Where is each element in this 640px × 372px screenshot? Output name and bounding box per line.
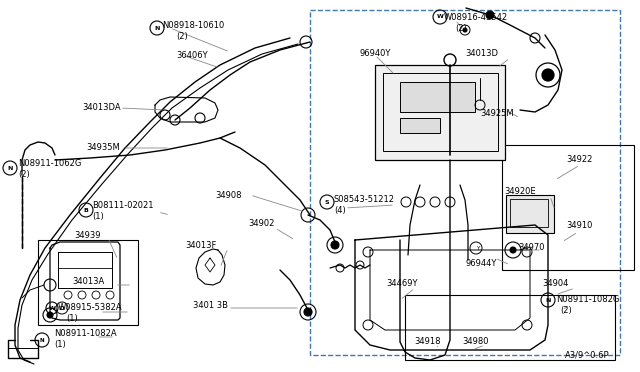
Text: 34939: 34939 — [74, 231, 100, 241]
Text: 34925M: 34925M — [480, 109, 514, 119]
Bar — [400, 82, 475, 112]
Text: (1): (1) — [54, 340, 66, 350]
Text: 96940Y: 96940Y — [360, 49, 392, 58]
Text: 34918: 34918 — [414, 337, 440, 346]
Text: 34970: 34970 — [518, 244, 545, 253]
Circle shape — [463, 28, 467, 32]
Text: W: W — [49, 305, 56, 311]
Text: B08111-02021: B08111-02021 — [92, 201, 154, 209]
Text: 34910: 34910 — [566, 221, 593, 231]
Text: (2): (2) — [455, 25, 467, 33]
Text: (2): (2) — [560, 305, 572, 314]
Text: 34980: 34980 — [462, 337, 488, 346]
Text: 34013DA: 34013DA — [82, 103, 120, 112]
Circle shape — [486, 11, 494, 19]
Text: W: W — [436, 15, 444, 19]
Text: N08911-1082A: N08911-1082A — [54, 330, 116, 339]
Text: (1): (1) — [92, 212, 104, 221]
Bar — [383, 73, 498, 151]
Text: B: B — [84, 208, 88, 212]
Bar — [506, 195, 554, 233]
Text: W08916-43542: W08916-43542 — [444, 13, 508, 22]
Text: 34013F: 34013F — [185, 241, 216, 250]
Bar — [405, 295, 615, 360]
Text: 34469Y: 34469Y — [386, 279, 417, 289]
Text: 34922: 34922 — [566, 155, 593, 164]
Text: 3401 3B: 3401 3B — [193, 301, 228, 311]
Text: 36406Y: 36406Y — [176, 51, 207, 60]
Bar — [38, 240, 138, 325]
Circle shape — [510, 247, 516, 253]
Text: N08911-1082G: N08911-1082G — [556, 295, 620, 304]
Text: 34935M: 34935M — [86, 144, 120, 153]
Text: N08918-10610: N08918-10610 — [162, 22, 224, 31]
Text: (4): (4) — [334, 206, 346, 215]
Text: 34908: 34908 — [215, 190, 241, 199]
Text: Y: Y — [476, 246, 479, 250]
Bar — [400, 118, 440, 133]
Text: N: N — [545, 298, 550, 302]
Text: 34013A: 34013A — [72, 278, 104, 286]
Circle shape — [331, 241, 339, 249]
Bar — [510, 199, 548, 227]
Text: 34904: 34904 — [542, 279, 568, 289]
Text: (2): (2) — [18, 170, 29, 179]
Text: 34902: 34902 — [248, 219, 275, 228]
Circle shape — [542, 69, 554, 81]
Text: 34013D: 34013D — [465, 49, 498, 58]
Text: A3/9^0.6P: A3/9^0.6P — [565, 350, 610, 359]
Text: 96944Y: 96944Y — [466, 259, 497, 267]
Text: D: D — [60, 305, 64, 311]
Text: S08543-51212: S08543-51212 — [334, 196, 395, 205]
Text: N: N — [154, 26, 160, 31]
Text: N: N — [40, 337, 44, 343]
Text: W08915-5382A: W08915-5382A — [58, 302, 123, 311]
Text: S: S — [324, 199, 330, 205]
Text: N: N — [7, 166, 13, 170]
Bar — [310, 10, 620, 355]
Bar — [375, 65, 505, 160]
Text: (2): (2) — [176, 32, 188, 41]
Bar — [502, 145, 634, 270]
Text: 34920E: 34920E — [504, 187, 536, 196]
Text: N08911-1062G: N08911-1062G — [18, 158, 81, 167]
Circle shape — [304, 308, 312, 316]
Text: (1): (1) — [66, 314, 77, 323]
Circle shape — [47, 312, 53, 318]
